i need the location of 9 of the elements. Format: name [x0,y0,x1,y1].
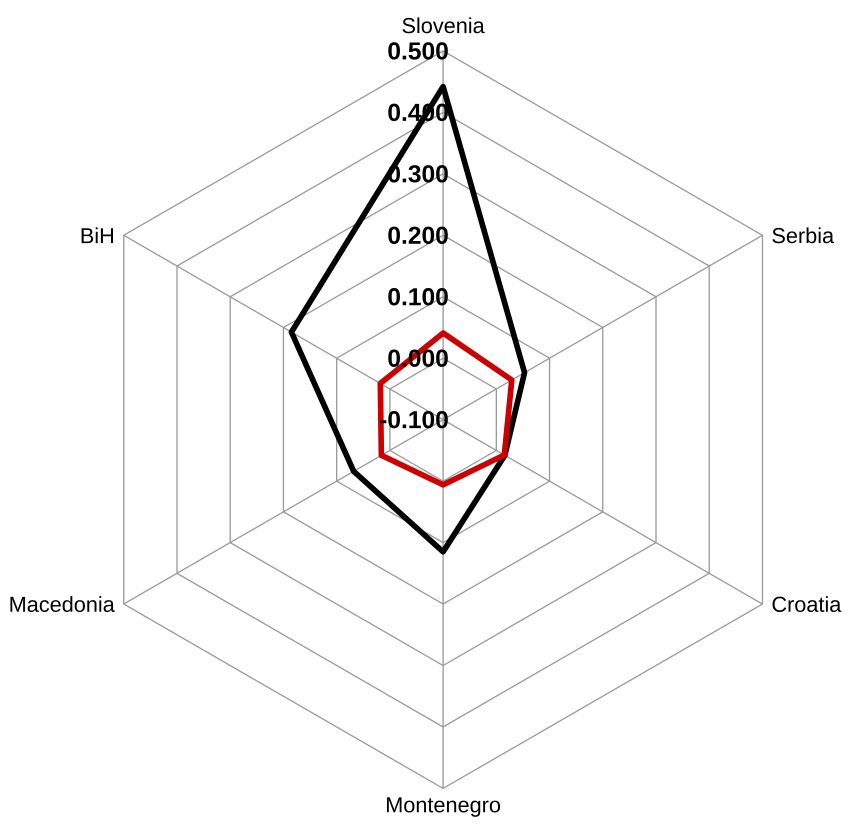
spoke-label: Macedonia [10,596,115,612]
spoke-label: Slovenia [402,17,485,34]
y-tick-label: 0.100 [388,288,448,306]
spoke-label: BiH [82,227,114,243]
spoke-label: Montenegro [386,797,500,817]
spoke-label: Croatia [772,596,842,612]
y-tick-label: 0.200 [388,226,448,244]
spoke-label: Serbia [772,227,834,244]
y-tick-label: 0.500 [388,42,448,60]
